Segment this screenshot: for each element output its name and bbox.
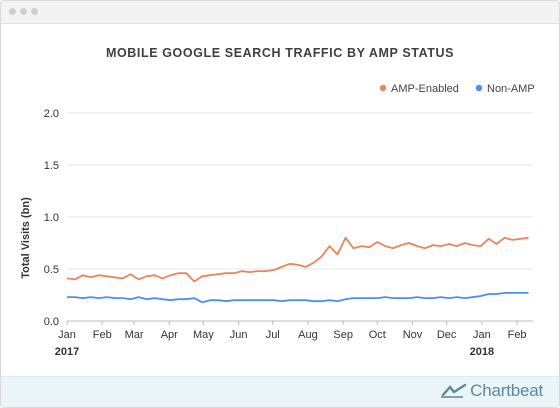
window-control-dot[interactable] bbox=[20, 8, 27, 15]
brand-logo[interactable]: Chartbeat bbox=[441, 381, 543, 401]
series-line-amp-enabled bbox=[66, 236, 529, 283]
chartbeat-logo-icon bbox=[441, 383, 467, 398]
x-tick-label: Aug bbox=[298, 329, 318, 341]
window-titlebar bbox=[1, 1, 559, 24]
y-tick-label: 1.0 bbox=[44, 212, 59, 224]
y-axis-label: Total Visits (bn) bbox=[20, 197, 32, 279]
y-axis: 0.0 0.5 1.0 1.5 2.0 bbox=[44, 108, 59, 328]
chart-title: MOBILE GOOGLE SEARCH TRAFFIC BY AMP STAT… bbox=[106, 46, 454, 60]
x-tick-label: Jan bbox=[473, 329, 491, 341]
x-year-label: 2017 bbox=[55, 346, 79, 358]
legend-marker bbox=[379, 84, 387, 92]
y-tick-label: 0.0 bbox=[44, 316, 59, 328]
line-chart: MOBILE GOOGLE SEARCH TRAFFIC BY AMP STAT… bbox=[20, 46, 535, 358]
chart-legend: AMP-Enabled Non-AMP bbox=[379, 83, 535, 95]
x-axis: Jan Feb Mar Apr May Jun Jul Aug Sep Oct Nov Dec Jan F… bbox=[55, 321, 527, 358]
window-control-dot[interactable] bbox=[31, 8, 38, 15]
x-tick-label: Apr bbox=[161, 329, 178, 341]
x-tick-label: Jan bbox=[58, 329, 76, 341]
x-tick-label: Jun bbox=[230, 329, 248, 341]
y-tick-label: 2.0 bbox=[44, 108, 59, 120]
x-tick-label: Dec bbox=[437, 329, 457, 341]
legend-label: Non-AMP bbox=[487, 83, 535, 95]
x-tick-label: Jul bbox=[266, 329, 280, 341]
series-line-non-amp bbox=[67, 291, 529, 304]
x-year-label: 2018 bbox=[470, 346, 494, 358]
footer-bar: Chartbeat bbox=[1, 376, 559, 407]
chart-series bbox=[66, 236, 529, 304]
x-tick-label: Sep bbox=[333, 329, 353, 341]
chart-grid bbox=[67, 112, 533, 322]
x-tick-label: May bbox=[193, 329, 214, 341]
x-tick-label: Mar bbox=[125, 329, 144, 341]
legend-label: AMP-Enabled bbox=[391, 83, 459, 95]
x-tick-label: Nov bbox=[403, 329, 423, 341]
brand-name: Chartbeat bbox=[470, 381, 543, 400]
legend-marker bbox=[475, 84, 483, 92]
x-tick-label: Feb bbox=[93, 329, 112, 341]
window-control-dot[interactable] bbox=[9, 8, 16, 15]
y-tick-label: 1.5 bbox=[44, 160, 59, 172]
x-tick-label: Oct bbox=[369, 329, 386, 341]
x-tick-label: Feb bbox=[508, 329, 527, 341]
y-tick-label: 0.5 bbox=[44, 264, 59, 276]
